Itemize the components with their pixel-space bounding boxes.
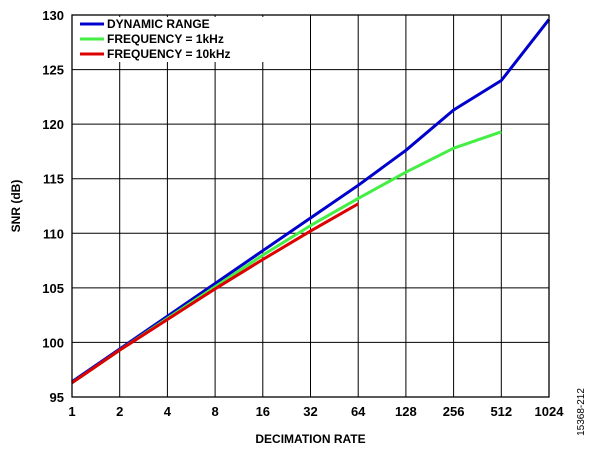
y-tick-label: 115 [43,172,64,187]
x-tick-label: 32 [303,404,317,419]
plot-frame [71,14,550,398]
x-tick-label: 1 [68,404,75,419]
legend-bg [78,17,283,32]
grid-lines [72,15,549,397]
y-tick-label: 130 [42,8,64,23]
series-line-3 [71,202,359,385]
y-tick-label: 105 [42,281,64,296]
x-tick-label: 64 [351,404,366,419]
legend-label: FREQUENCY = 10kHz [107,47,231,61]
legend-bg [78,47,283,62]
y-tick-label: 120 [42,117,64,132]
x-tick-label: 128 [395,404,417,419]
x-tick-label: 1024 [535,404,565,419]
y-tick-label: 95 [50,390,64,405]
y-tick-label: 110 [43,226,64,241]
series-line-2 [71,130,502,385]
legend-label: DYNAMIC RANGE [107,17,210,31]
x-axis-title: DECIMATION RATE [255,432,365,446]
y-axis-title: SNR (dB) [9,180,23,233]
x-tick-label: 512 [490,404,512,419]
x-tick-label: 256 [443,404,465,419]
x-tick-labels: 1 2 4 8 16 32 64 128 256 512 1024 [68,404,564,419]
y-tick-label: 125 [42,63,64,78]
x-tick-label: 8 [211,404,218,419]
y-tick-label: 100 [42,335,64,350]
series-line-1 [71,18,551,383]
x-tick-label: 4 [164,404,172,419]
x-tick-label: 16 [256,404,270,419]
y-tick-labels: 95 100 105 110 115 120 125 130 [42,8,64,405]
x-tick-label: 2 [116,404,123,419]
legend-label: FREQUENCY = 1kHz [107,32,224,46]
series-lines [71,18,551,385]
legend-bg [78,32,283,47]
figure-id: 15368-212 [576,388,587,436]
